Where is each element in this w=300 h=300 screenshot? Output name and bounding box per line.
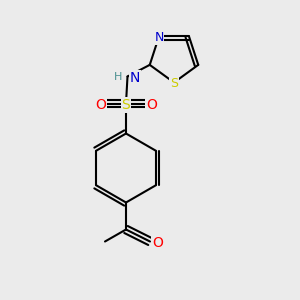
Text: H: H [114, 73, 123, 82]
Text: O: O [95, 98, 106, 112]
Text: N: N [154, 32, 164, 44]
Text: S: S [122, 98, 130, 112]
Text: S: S [170, 77, 178, 91]
Text: O: O [152, 236, 163, 250]
Text: N: N [130, 71, 140, 85]
Text: O: O [146, 98, 157, 112]
